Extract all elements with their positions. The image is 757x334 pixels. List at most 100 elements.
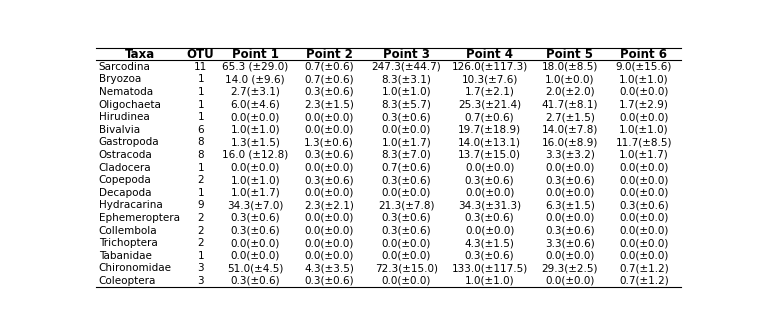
Text: 0.0(±0.0): 0.0(±0.0) xyxy=(545,163,595,173)
Text: 2: 2 xyxy=(198,175,204,185)
Text: 13.7(±15.0): 13.7(±15.0) xyxy=(458,150,521,160)
Text: Point 5: Point 5 xyxy=(547,48,593,60)
Text: 0.0(±0.0): 0.0(±0.0) xyxy=(382,276,431,286)
Text: 0.3(±0.6): 0.3(±0.6) xyxy=(382,112,431,122)
Text: 0.3(±0.6): 0.3(±0.6) xyxy=(230,213,280,223)
Text: Sarcodina: Sarcodina xyxy=(98,62,151,72)
Text: 0.0(±0.0): 0.0(±0.0) xyxy=(465,188,514,198)
Text: 0.0(±0.0): 0.0(±0.0) xyxy=(382,188,431,198)
Text: 1.0(±1.0): 1.0(±1.0) xyxy=(619,74,668,84)
Text: 1.0(±1.0): 1.0(±1.0) xyxy=(619,125,668,135)
Text: Nematoda: Nematoda xyxy=(98,87,153,97)
Text: 1: 1 xyxy=(198,188,204,198)
Text: 0.0(±0.0): 0.0(±0.0) xyxy=(619,87,668,97)
Text: 1: 1 xyxy=(198,112,204,122)
Text: 1: 1 xyxy=(198,87,204,97)
Text: 14.0(±7.8): 14.0(±7.8) xyxy=(542,125,598,135)
Text: 0.0(±0.0): 0.0(±0.0) xyxy=(619,163,668,173)
Text: 0.3(±0.6): 0.3(±0.6) xyxy=(304,276,354,286)
Text: 0.3(±0.6): 0.3(±0.6) xyxy=(382,175,431,185)
Text: 0.0(±0.0): 0.0(±0.0) xyxy=(231,251,280,261)
Text: 3.3(±3.2): 3.3(±3.2) xyxy=(545,150,595,160)
Text: Point 6: Point 6 xyxy=(620,48,667,60)
Text: 0.3(±0.6): 0.3(±0.6) xyxy=(465,251,515,261)
Text: Oligochaeta: Oligochaeta xyxy=(98,100,161,110)
Text: 11: 11 xyxy=(194,62,207,72)
Text: Decapoda: Decapoda xyxy=(98,188,151,198)
Text: 0.0(±0.0): 0.0(±0.0) xyxy=(465,225,514,235)
Text: 2.3(±2.1): 2.3(±2.1) xyxy=(304,200,354,210)
Text: 2: 2 xyxy=(198,213,204,223)
Text: Gastropoda: Gastropoda xyxy=(98,137,160,147)
Text: 0.3(±0.6): 0.3(±0.6) xyxy=(465,213,515,223)
Text: 1.0(±1.7): 1.0(±1.7) xyxy=(230,188,280,198)
Text: 29.3(±2.5): 29.3(±2.5) xyxy=(542,263,598,273)
Text: Ephemeroptera: Ephemeroptera xyxy=(98,213,179,223)
Text: 126.0(±117.3): 126.0(±117.3) xyxy=(452,62,528,72)
Text: 0.7(±0.6): 0.7(±0.6) xyxy=(304,62,354,72)
Text: 8: 8 xyxy=(198,150,204,160)
Text: 0.0(±0.0): 0.0(±0.0) xyxy=(545,251,595,261)
Text: 0.0(±0.0): 0.0(±0.0) xyxy=(545,188,595,198)
Text: 1: 1 xyxy=(198,251,204,261)
Text: Point 2: Point 2 xyxy=(306,48,353,60)
Text: 0.0(±0.0): 0.0(±0.0) xyxy=(304,213,354,223)
Text: 0.0(±0.0): 0.0(±0.0) xyxy=(619,188,668,198)
Text: 0.0(±0.0): 0.0(±0.0) xyxy=(304,225,354,235)
Text: 16.0(±8.9): 16.0(±8.9) xyxy=(542,137,598,147)
Text: 3.3(±0.6): 3.3(±0.6) xyxy=(545,238,595,248)
Text: 1.0(±0.0): 1.0(±0.0) xyxy=(545,74,595,84)
Text: 2.3(±1.5): 2.3(±1.5) xyxy=(304,100,354,110)
Text: 0.3(±0.6): 0.3(±0.6) xyxy=(230,225,280,235)
Text: 0.0(±0.0): 0.0(±0.0) xyxy=(382,251,431,261)
Text: 2: 2 xyxy=(198,238,204,248)
Text: 0.0(±0.0): 0.0(±0.0) xyxy=(619,175,668,185)
Text: 4.3(±1.5): 4.3(±1.5) xyxy=(465,238,515,248)
Text: 0.7(±0.6): 0.7(±0.6) xyxy=(304,74,354,84)
Text: 0.0(±0.0): 0.0(±0.0) xyxy=(382,238,431,248)
Text: 6.3(±1.5): 6.3(±1.5) xyxy=(545,200,595,210)
Text: 0.3(±0.6): 0.3(±0.6) xyxy=(382,225,431,235)
Text: Collembola: Collembola xyxy=(98,225,157,235)
Text: 8.3(±7.0): 8.3(±7.0) xyxy=(382,150,431,160)
Text: 0.0(±0.0): 0.0(±0.0) xyxy=(619,112,668,122)
Text: 0.0(±0.0): 0.0(±0.0) xyxy=(304,188,354,198)
Text: 1: 1 xyxy=(198,163,204,173)
Text: 3: 3 xyxy=(198,276,204,286)
Text: OTU: OTU xyxy=(187,48,214,60)
Text: 1.0(±1.0): 1.0(±1.0) xyxy=(382,87,431,97)
Text: 41.7(±8.1): 41.7(±8.1) xyxy=(542,100,598,110)
Text: 0.3(±0.6): 0.3(±0.6) xyxy=(304,87,354,97)
Text: 2.0(±2.0): 2.0(±2.0) xyxy=(545,87,595,97)
Text: 8.3(±3.1): 8.3(±3.1) xyxy=(382,74,431,84)
Text: 8: 8 xyxy=(198,137,204,147)
Text: 0.0(±0.0): 0.0(±0.0) xyxy=(619,238,668,248)
Text: 25.3(±21.4): 25.3(±21.4) xyxy=(458,100,522,110)
Text: Point 3: Point 3 xyxy=(383,48,430,60)
Text: 0.3(±0.6): 0.3(±0.6) xyxy=(465,175,515,185)
Text: 10.3(±7.6): 10.3(±7.6) xyxy=(462,74,518,84)
Text: 1.3(±1.5): 1.3(±1.5) xyxy=(230,137,280,147)
Text: 0.0(±0.0): 0.0(±0.0) xyxy=(304,112,354,122)
Text: Taxa: Taxa xyxy=(125,48,155,60)
Text: Point 1: Point 1 xyxy=(232,48,279,60)
Text: 133.0(±117.5): 133.0(±117.5) xyxy=(452,263,528,273)
Text: Trichoptera: Trichoptera xyxy=(98,238,157,248)
Text: 0.3(±0.6): 0.3(±0.6) xyxy=(304,150,354,160)
Text: 1.0(±1.7): 1.0(±1.7) xyxy=(382,137,431,147)
Text: 1.7(±2.1): 1.7(±2.1) xyxy=(465,87,515,97)
Text: 6.0(±4.6): 6.0(±4.6) xyxy=(230,100,280,110)
Text: 0.0(±0.0): 0.0(±0.0) xyxy=(231,112,280,122)
Text: Ostracoda: Ostracoda xyxy=(98,150,152,160)
Text: Hydracarina: Hydracarina xyxy=(98,200,163,210)
Text: 18.0(±8.5): 18.0(±8.5) xyxy=(542,62,598,72)
Text: 0.0(±0.0): 0.0(±0.0) xyxy=(545,276,595,286)
Text: Bivalvia: Bivalvia xyxy=(98,125,140,135)
Text: 0.7(±0.6): 0.7(±0.6) xyxy=(465,112,515,122)
Text: 16.0 (±12.8): 16.0 (±12.8) xyxy=(223,150,288,160)
Text: 1: 1 xyxy=(198,74,204,84)
Text: 14.0 (±9.6): 14.0 (±9.6) xyxy=(226,74,285,84)
Text: 8.3(±5.7): 8.3(±5.7) xyxy=(382,100,431,110)
Text: 1.7(±2.9): 1.7(±2.9) xyxy=(619,100,668,110)
Text: 1.0(±1.0): 1.0(±1.0) xyxy=(465,276,515,286)
